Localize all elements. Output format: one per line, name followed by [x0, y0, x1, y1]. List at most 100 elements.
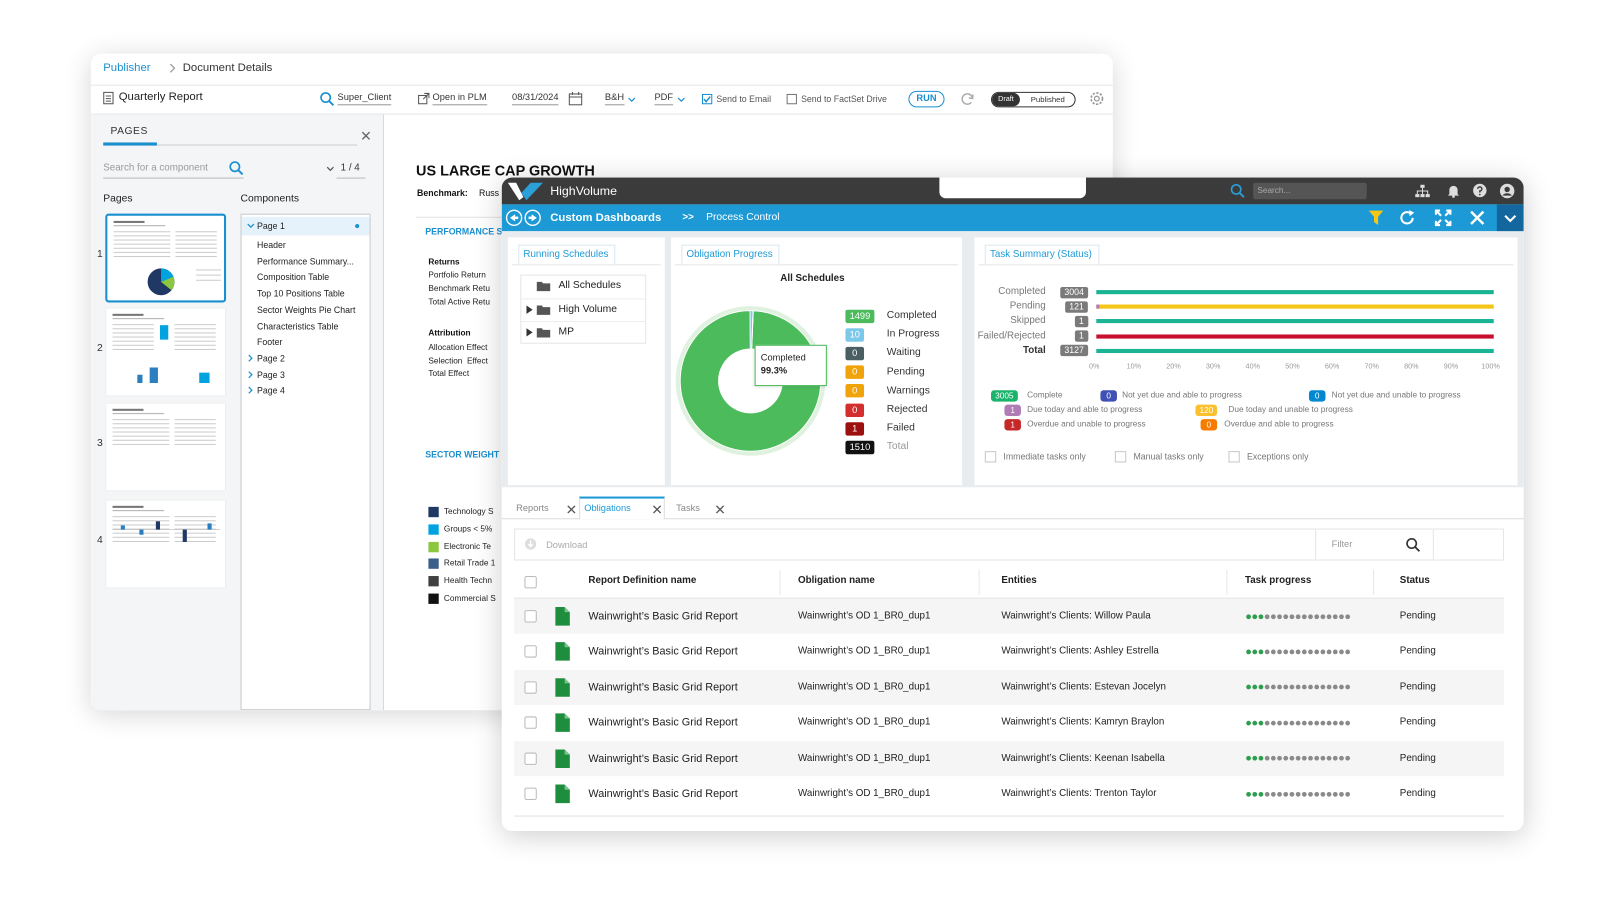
forward-button[interactable]: [524, 209, 541, 227]
report-name[interactable]: Wainwright’s Basic Grid Report: [588, 645, 738, 658]
column-header[interactable]: Status: [1399, 574, 1430, 587]
page-thumbnail[interactable]: [105, 402, 227, 492]
tab[interactable]: Tasks: [676, 502, 700, 514]
component-item[interactable]: Top 10 Positions Table: [257, 288, 345, 299]
nav-bar: [501, 204, 1524, 232]
collapse-chevron[interactable]: [247, 386, 255, 394]
select-all-checkbox[interactable]: [524, 576, 537, 589]
expand-icon[interactable]: [1434, 209, 1452, 227]
published-option[interactable]: Published: [1030, 94, 1065, 105]
search-box[interactable]: [1253, 182, 1367, 200]
schedule-item[interactable]: MP: [558, 326, 574, 338]
email-checkbox[interactable]: [701, 93, 713, 105]
tab[interactable]: Reports: [516, 502, 549, 514]
filter-checkbox[interactable]: [1228, 451, 1240, 463]
tab-close[interactable]: [567, 505, 576, 514]
task-progress-part: [1289, 720, 1295, 726]
component-item[interactable]: Sector Weights Pie Chart: [257, 304, 356, 315]
component-item[interactable]: Page 3: [257, 369, 285, 380]
back-button[interactable]: [505, 209, 523, 227]
pager-chevron[interactable]: [326, 165, 334, 172]
format-select[interactable]: PDF: [654, 91, 674, 106]
report-name[interactable]: Wainwright’s Basic Grid Report: [588, 752, 738, 765]
column-header[interactable]: Obligation name: [797, 574, 875, 587]
pages-tab[interactable]: PAGES: [110, 125, 148, 138]
run-button[interactable]: RUN: [908, 90, 945, 108]
date-field[interactable]: 08/31/2024: [512, 91, 559, 106]
close-icon[interactable]: [1470, 210, 1485, 225]
filter-checkbox[interactable]: [984, 451, 997, 463]
row-checkbox[interactable]: [524, 681, 537, 694]
settings-icon[interactable]: [1089, 91, 1104, 106]
column-header[interactable]: Report Definition name: [588, 574, 697, 587]
download-icon[interactable]: [524, 538, 537, 550]
donut-slice[interactable]: [751, 310, 754, 350]
schedule-item[interactable]: All Schedules: [558, 279, 622, 292]
tab-close[interactable]: [715, 505, 725, 514]
client-search-icon[interactable]: [320, 92, 335, 106]
row-checkbox[interactable]: [524, 716, 537, 729]
expand-chevron[interactable]: [247, 222, 255, 230]
client-field[interactable]: Super_Client: [337, 91, 392, 106]
row-checkbox[interactable]: [524, 610, 537, 623]
page-thumbnail[interactable]: [105, 213, 227, 303]
tab[interactable]: Obligations: [584, 502, 631, 514]
collapse-chevron[interactable]: [247, 354, 255, 362]
page-thumbnail[interactable]: [105, 499, 227, 589]
row-checkbox[interactable]: [524, 645, 537, 658]
refresh-icon[interactable]: [960, 92, 974, 106]
refresh-icon[interactable]: [1399, 210, 1416, 227]
expand-arrow[interactable]: [526, 305, 533, 314]
status-toggle[interactable]: Draft Published: [991, 91, 1076, 108]
expand-arrow[interactable]: [526, 328, 533, 337]
open-in-plm[interactable]: Open in PLM: [432, 91, 487, 106]
panel-title[interactable]: Task Summary (Status): [984, 244, 1100, 265]
column-header[interactable]: Entities: [1001, 574, 1037, 587]
factset-checkbox[interactable]: [786, 93, 797, 105]
component-search-icon[interactable]: [229, 161, 244, 176]
row-checkbox[interactable]: [524, 752, 537, 765]
report-name[interactable]: Wainwright’s Basic Grid Report: [588, 610, 738, 623]
component-item[interactable]: Header: [257, 239, 286, 250]
draft-option[interactable]: Draft: [992, 92, 1020, 107]
calendar-icon-part: [568, 93, 583, 106]
help-icon[interactable]: [1473, 183, 1487, 198]
component-item[interactable]: Footer: [257, 336, 283, 348]
component-item[interactable]: Performance Summary...: [257, 255, 354, 267]
search-icon[interactable]: [1230, 183, 1245, 198]
component-item[interactable]: Page 1: [257, 220, 285, 232]
collapse-chevron[interactable]: [247, 370, 255, 378]
report-name[interactable]: Wainwright’s Basic Grid Report: [588, 787, 738, 801]
notification-icon[interactable]: [1447, 184, 1460, 198]
filter-input[interactable]: Filter: [1331, 538, 1353, 550]
menu-toggle[interactable]: [1496, 204, 1524, 232]
row-checkbox[interactable]: [524, 787, 537, 801]
column-header[interactable]: Task progress: [1244, 574, 1312, 587]
filter-icon[interactable]: [1368, 210, 1384, 226]
calendar-icon[interactable]: [568, 91, 583, 106]
component-item[interactable]: Page 2: [257, 353, 285, 364]
schedule-item[interactable]: High Volume: [558, 302, 618, 315]
close-panel[interactable]: [361, 131, 371, 140]
tab-close[interactable]: [652, 505, 662, 514]
report-name[interactable]: Wainwright’s Basic Grid Report: [588, 681, 738, 694]
send-factset: Send to FactSet Drive: [801, 93, 887, 105]
menu-chevron[interactable]: [1504, 215, 1517, 223]
panel-title[interactable]: Obligation Progress: [681, 244, 780, 265]
report-name[interactable]: Wainwright’s Basic Grid Report: [588, 716, 738, 729]
filter-checkbox[interactable]: [1114, 451, 1127, 463]
page-thumbnail[interactable]: [105, 307, 227, 397]
network-icon[interactable]: [1415, 184, 1430, 198]
font-select[interactable]: B&H: [604, 91, 625, 106]
user-icon[interactable]: [1499, 183, 1515, 199]
filter-search-icon[interactable]: [1406, 538, 1421, 552]
component-item[interactable]: Characteristics Table: [257, 320, 339, 331]
page-number: 2: [97, 342, 103, 355]
component-item[interactable]: Page 4: [257, 385, 285, 396]
thumbnail-preview-part: [175, 256, 217, 258]
breadcrumb-link[interactable]: Publisher: [103, 61, 151, 75]
open-icon[interactable]: [418, 92, 430, 105]
panel-title[interactable]: Running Schedules: [518, 244, 616, 265]
component-item[interactable]: Composition Table: [257, 271, 330, 283]
download-button[interactable]: Download: [546, 539, 588, 551]
